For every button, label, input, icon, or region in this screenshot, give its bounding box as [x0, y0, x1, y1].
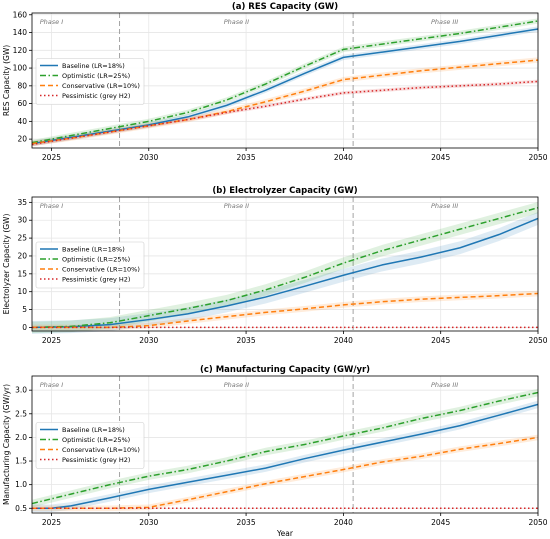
- panel-title: (b) Electrolyzer Capacity (GW): [212, 186, 357, 196]
- panel-title: (a) RES Capacity (GW): [232, 2, 338, 12]
- x-tick-label: 2030: [139, 518, 158, 527]
- series-line: [31, 80, 539, 146]
- legend-label: Pessimistic (grey H2): [62, 276, 130, 284]
- y-axis-label: RES Capacity (GW): [2, 45, 11, 116]
- phase-label: Phase II: [224, 202, 249, 210]
- uncertainty-band: [32, 400, 538, 513]
- x-tick-label: 2050: [528, 336, 547, 345]
- uncertainty-band: [32, 212, 538, 334]
- uncertainty-band: [32, 79, 538, 147]
- legend-label: Optimistic (LR=25%): [62, 436, 130, 444]
- y-tick-label: 140: [13, 28, 28, 37]
- y-axis-label: Manufacturing Capacity (GW/yr): [2, 384, 11, 505]
- legend-box: [35, 58, 145, 105]
- y-tick-label: 2.5: [15, 409, 27, 418]
- panel-3: (c) Manufacturing Capacity (GW/yr) Phase …: [2, 365, 548, 538]
- panel-title: (c) Manufacturing Capacity (GW/yr): [200, 365, 370, 375]
- uncertainty-band: [32, 26, 538, 147]
- phase-label: Phase III: [431, 18, 458, 26]
- uncertainty-band: [32, 18, 538, 146]
- panel-1: (a) RES Capacity (GW) Phase I Phase II Phas…: [2, 2, 548, 162]
- y-tick-label: 3.0: [15, 386, 27, 395]
- y-tick-label: 25: [17, 234, 27, 243]
- x-tick-label: 2045: [431, 336, 450, 345]
- x-tick-label: 2025: [42, 153, 61, 162]
- y-tick-label: 5: [22, 305, 27, 314]
- x-axis-label: Year: [276, 529, 294, 538]
- y-tick-label: 35: [17, 198, 27, 207]
- legend-label: Pessimistic (grey H2): [62, 92, 130, 100]
- panel-2: (b) Electrolyzer Capacity (GW) Phase I Pha…: [2, 186, 548, 345]
- x-tick-label: 2040: [334, 153, 353, 162]
- x-tick-label: 2050: [528, 518, 547, 527]
- phase-label: Phase II: [224, 381, 249, 389]
- legend-label: Conservative (LR=10%): [62, 446, 140, 454]
- phase-label: Phase III: [431, 381, 458, 389]
- x-tick-label: 2035: [237, 518, 256, 527]
- axes-frame: [31, 12, 539, 149]
- series-line: [31, 217, 539, 329]
- phase-label: Phase I: [40, 381, 63, 389]
- series-line: [31, 28, 539, 145]
- series-line: [31, 206, 539, 329]
- y-tick-label: 100: [13, 64, 28, 73]
- y-tick-label: 1.0: [15, 480, 27, 489]
- y-tick-label: 20: [17, 251, 27, 260]
- y-tick-label: 0: [22, 323, 27, 332]
- y-tick-label: 60: [17, 99, 27, 108]
- series-line: [32, 436, 539, 510]
- y-tick-label: 40: [17, 117, 27, 126]
- legend-label: Baseline (LR=18%): [62, 246, 125, 254]
- legend-label: Optimistic (LR=25%): [62, 72, 130, 80]
- x-tick-label: 2045: [431, 153, 450, 162]
- phase-label: Phase III: [431, 202, 458, 210]
- axes-frame: [31, 196, 539, 332]
- series-line: [31, 20, 539, 144]
- x-tick-label: 2035: [237, 153, 256, 162]
- y-tick-label: 80: [17, 81, 27, 90]
- phase-label: Phase II: [224, 18, 249, 26]
- legend-label: Conservative (LR=10%): [62, 82, 140, 90]
- x-tick-label: 2040: [334, 336, 353, 345]
- y-axis-label: Electrolyzer Capacity (GW): [2, 214, 11, 315]
- y-tick-label: 1.5: [15, 457, 27, 466]
- x-tick-label: 2025: [42, 518, 61, 527]
- legend-box: [35, 422, 145, 469]
- legend-label: Baseline (LR=18%): [62, 426, 125, 434]
- x-tick-label: 2030: [139, 336, 158, 345]
- uncertainty-band: [32, 202, 538, 334]
- x-tick-label: 2025: [42, 336, 61, 345]
- phase-label: Phase I: [40, 18, 63, 26]
- legend-label: Optimistic (LR=25%): [62, 256, 130, 264]
- x-tick-label: 2040: [334, 518, 353, 527]
- x-tick-label: 2030: [139, 153, 158, 162]
- phase-label: Phase I: [40, 202, 63, 210]
- series-line: [31, 59, 539, 145]
- y-tick-label: 2.0: [15, 433, 27, 442]
- y-tick-label: 10: [17, 287, 27, 296]
- y-tick-label: 15: [17, 269, 27, 278]
- y-tick-label: 0.5: [15, 504, 27, 513]
- y-tick-label: 30: [17, 216, 27, 225]
- legend-box: [35, 241, 145, 289]
- axes-frame: [31, 375, 539, 514]
- x-tick-label: 2050: [528, 153, 547, 162]
- series-line: [32, 403, 539, 510]
- legend-label: Baseline (LR=18%): [62, 62, 125, 70]
- x-tick-label: 2035: [237, 336, 256, 345]
- y-tick-label: 160: [13, 10, 28, 19]
- y-tick-label: 20: [17, 135, 27, 144]
- legend-label: Conservative (LR=10%): [62, 266, 140, 274]
- series-line: [31, 391, 539, 505]
- y-tick-label: 120: [13, 46, 28, 55]
- x-tick-label: 2045: [431, 518, 450, 527]
- legend-label: Pessimistic (grey H2): [62, 456, 130, 464]
